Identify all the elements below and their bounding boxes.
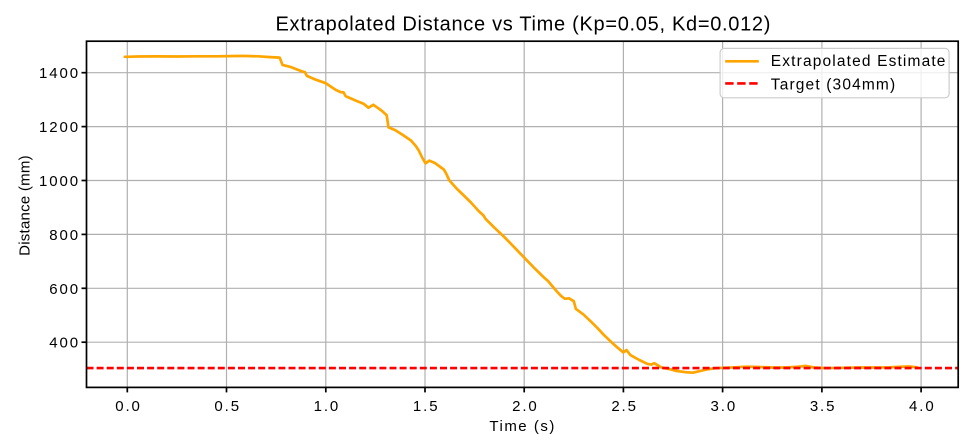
svg-text:3.5: 3.5 (810, 398, 837, 415)
svg-text:Extrapolated Estimate: Extrapolated Estimate (771, 53, 947, 70)
svg-text:600: 600 (49, 281, 80, 298)
svg-text:1200: 1200 (39, 119, 80, 136)
svg-text:2.0: 2.0 (512, 398, 539, 415)
svg-text:0.0: 0.0 (115, 398, 142, 415)
svg-text:1.5: 1.5 (413, 398, 440, 415)
svg-text:1000: 1000 (39, 173, 80, 190)
svg-text:Target (304mm): Target (304mm) (771, 76, 897, 93)
svg-text:Time (s): Time (s) (489, 418, 555, 435)
svg-text:Extrapolated Distance vs Time: Extrapolated Distance vs Time (Kp=0.05, … (275, 14, 771, 36)
svg-text:0.5: 0.5 (214, 398, 241, 415)
svg-text:Distance (mm): Distance (mm) (17, 155, 34, 256)
svg-text:4.0: 4.0 (909, 398, 936, 415)
svg-text:1400: 1400 (39, 65, 80, 82)
svg-text:1.0: 1.0 (314, 398, 341, 415)
svg-text:3.0: 3.0 (711, 398, 738, 415)
svg-text:400: 400 (49, 335, 80, 352)
svg-text:800: 800 (49, 227, 80, 244)
svg-text:2.5: 2.5 (611, 398, 638, 415)
